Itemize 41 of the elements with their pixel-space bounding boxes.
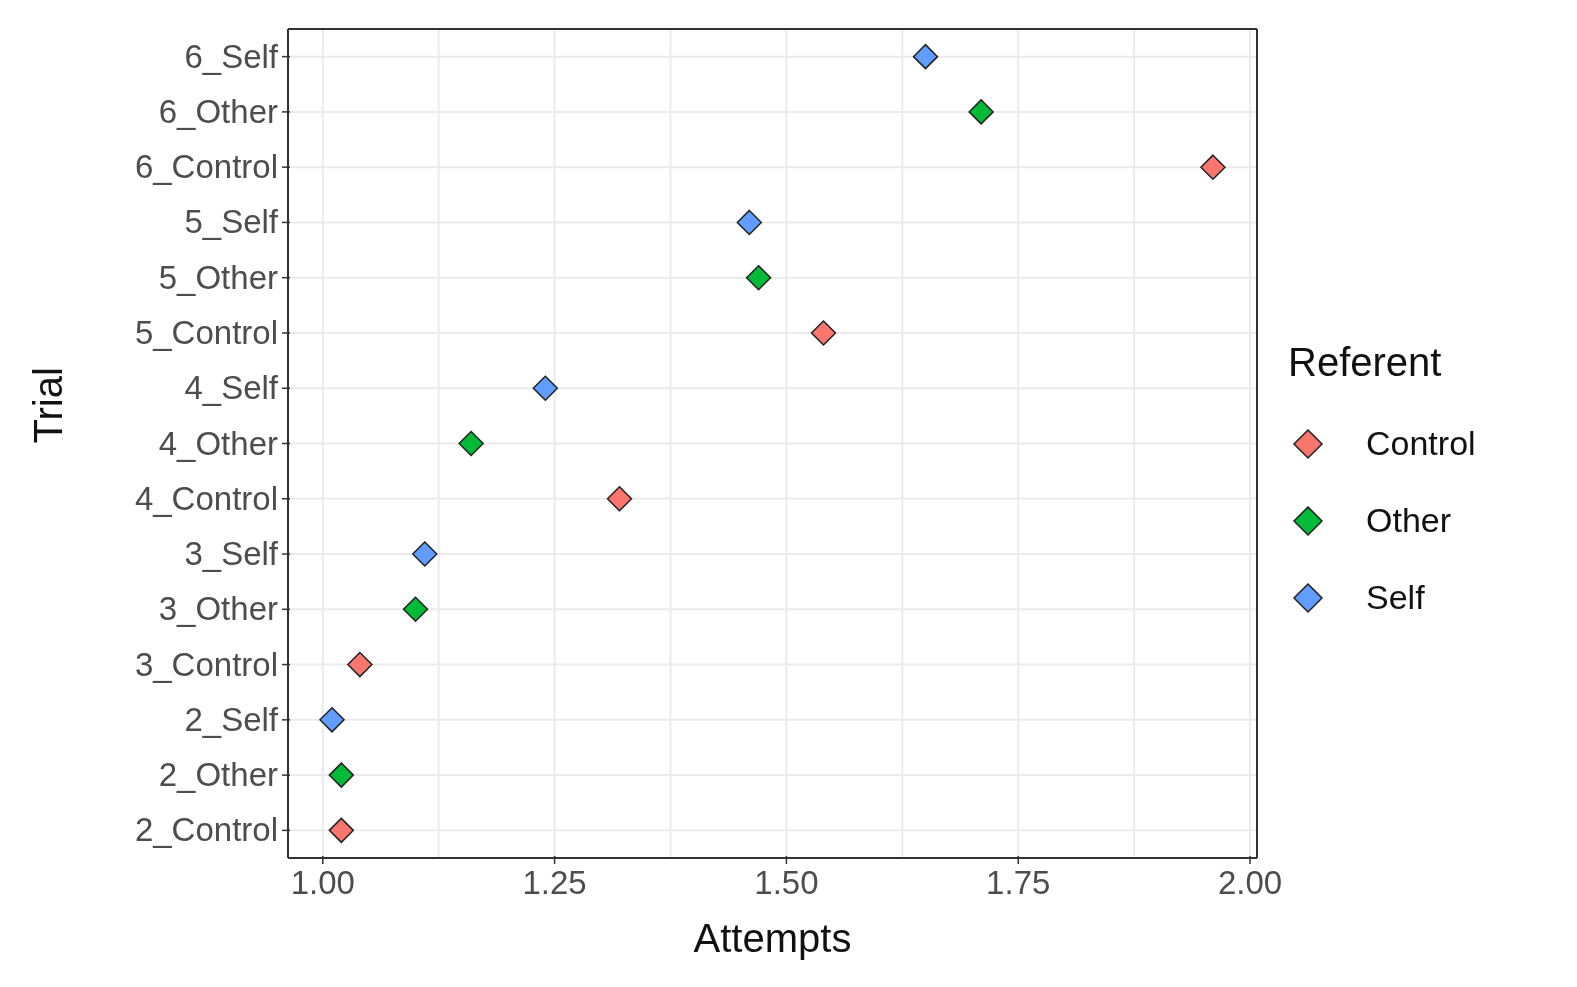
y-tick-label: 3_Other bbox=[158, 590, 278, 628]
y-tick-label: 3_Self bbox=[184, 535, 279, 573]
y-tick-label: 6_Other bbox=[158, 92, 278, 130]
y-tick-label: 3_Control bbox=[134, 645, 278, 683]
legend-label: Self bbox=[1365, 577, 1426, 618]
x-tick-label: 2.00 bbox=[1217, 864, 1283, 901]
legend-title: Referent bbox=[1288, 340, 1443, 385]
x-tick-label: 1.75 bbox=[986, 864, 1051, 901]
point bbox=[606, 486, 633, 512]
y-tick-label: 5_Control bbox=[134, 313, 278, 351]
y-tick-label: 6_Self bbox=[184, 37, 279, 75]
x-tick-label: 1.25 bbox=[522, 864, 587, 901]
y-tick-label: 4_Self bbox=[184, 369, 279, 407]
point bbox=[810, 320, 837, 346]
y-tick-label: 2_Other bbox=[158, 756, 278, 794]
point bbox=[532, 375, 559, 401]
y-tick-label: 6_Control bbox=[134, 148, 278, 186]
x-tick-label: 1.00 bbox=[290, 864, 355, 901]
x-tick-label: 1.50 bbox=[754, 864, 819, 901]
y-tick-label: 2_Control bbox=[134, 811, 278, 849]
y-tick-label: 4_Other bbox=[158, 424, 278, 462]
point bbox=[745, 264, 772, 291]
point bbox=[328, 762, 355, 788]
point bbox=[347, 651, 373, 678]
point bbox=[328, 817, 355, 844]
y-tick-label: 5_Other bbox=[158, 258, 278, 296]
point bbox=[736, 209, 763, 236]
y-tick-label: 4_Control bbox=[134, 479, 278, 517]
x-axis-title: Attempts bbox=[693, 916, 852, 960]
point bbox=[912, 43, 939, 70]
point bbox=[968, 99, 994, 125]
point bbox=[412, 541, 438, 567]
point bbox=[1200, 154, 1226, 180]
legend-label: Other bbox=[1365, 500, 1453, 541]
y-tick-label: 5_Self bbox=[184, 203, 279, 241]
point bbox=[402, 596, 429, 623]
point bbox=[458, 430, 484, 457]
legend-label: Control bbox=[1365, 423, 1477, 464]
y-tick-label: 2_Self bbox=[184, 700, 279, 738]
point bbox=[319, 707, 345, 733]
y-axis-title: Trial bbox=[26, 367, 71, 444]
